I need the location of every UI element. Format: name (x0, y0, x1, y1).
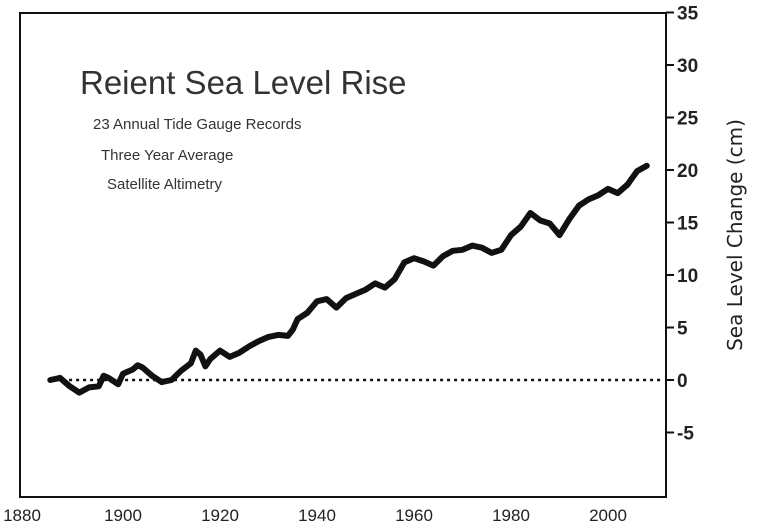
chart-title: Reient Sea Level Rise (80, 64, 407, 101)
x-tick-label: 1940 (298, 506, 336, 525)
sea-level-series-line (47, 162, 650, 396)
y-tick-label: 15 (677, 214, 699, 235)
legend-entry-satellite-altimetry: Satellite Altimetry (107, 176, 223, 193)
x-axis-ticks: 1880 1900 1920 1940 1960 1980 2000 (3, 506, 627, 525)
legend-entry-tide-gauge: 23 Annual Tide Gauge Records (93, 116, 301, 133)
y-axis-ticks: 35 30 25 20 15 10 5 0 -5 (666, 4, 699, 445)
x-tick-label: 1960 (395, 506, 433, 525)
y-tick-label: -5 (677, 424, 694, 445)
y-tick-label: 30 (677, 56, 698, 77)
y-tick-label: 5 (677, 319, 688, 340)
legend-entry-three-year-average: Three Year Average (101, 147, 233, 164)
y-tick-label: 20 (677, 161, 698, 182)
y-tick-label: 25 (677, 109, 699, 130)
x-tick-label: 1880 (3, 506, 41, 525)
x-tick-label: 1920 (201, 506, 239, 525)
x-tick-label: 2000 (589, 506, 627, 525)
x-tick-label: 1900 (104, 506, 142, 525)
y-tick-label: 10 (677, 266, 698, 287)
x-tick-label: 1980 (492, 506, 530, 525)
y-axis-label: Sea Level Change (cm) (723, 119, 747, 351)
plot-frame (19, 12, 667, 498)
y-tick-label: 35 (677, 4, 699, 25)
y-tick-label: 0 (677, 371, 688, 392)
